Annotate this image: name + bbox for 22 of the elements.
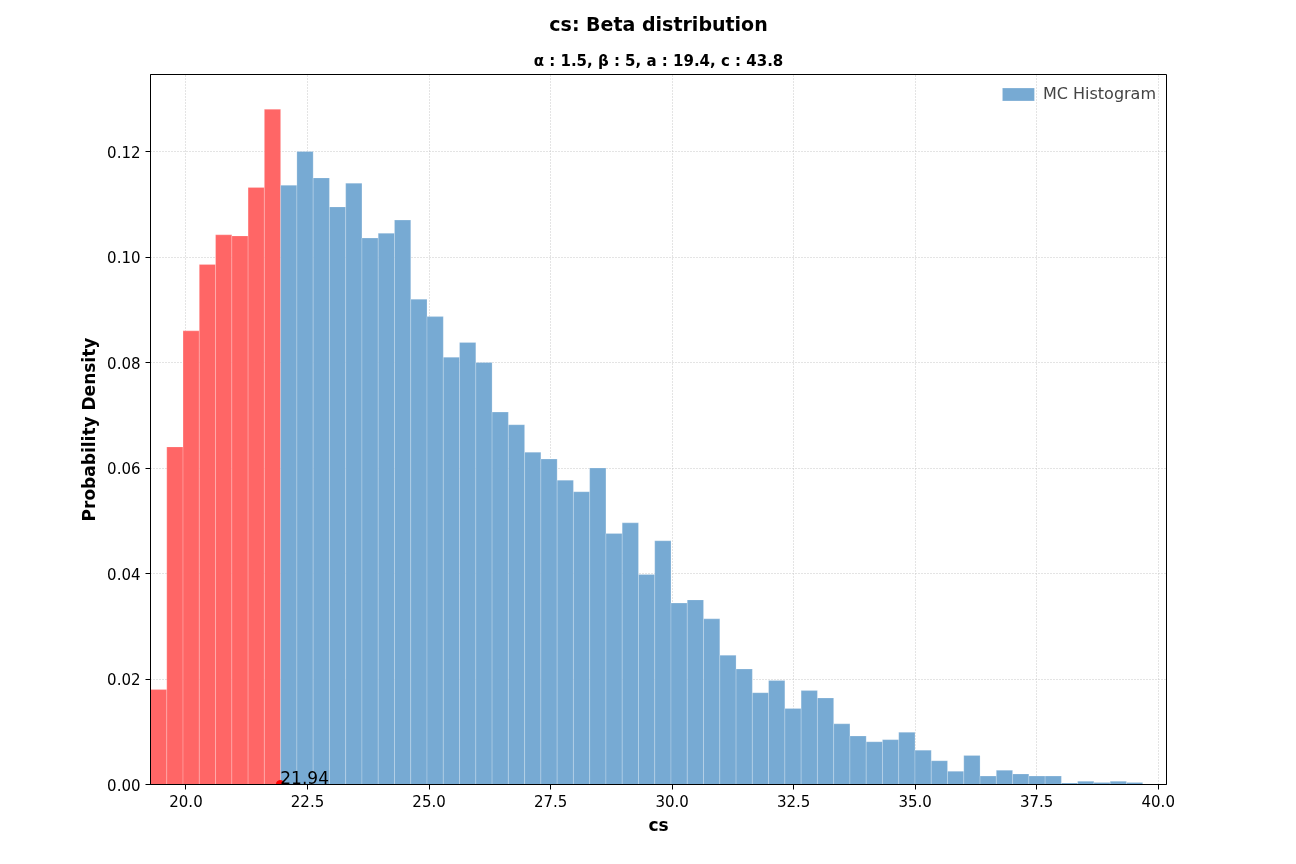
y-tick-label: 0.04 (107, 565, 141, 584)
annotation: 21.94 (280, 767, 329, 788)
x-tick-label: 27.5 (533, 792, 568, 811)
y-tick-label: 0.00 (107, 776, 141, 795)
x-tick-label: 35.0 (898, 792, 932, 811)
x-tick-label: 40.0 (1141, 792, 1175, 811)
y-tick-label: 0.10 (107, 249, 141, 268)
x-tick-label: 32.5 (776, 792, 811, 811)
chart-subtitle: α : 1.5, β : 5, a : 19.4, c : 43.8 (533, 51, 784, 70)
x-tick-label: 30.0 (655, 792, 689, 811)
x-tick-label: 37.5 (1020, 792, 1054, 811)
y-tick-label: 0.08 (107, 354, 141, 373)
x-tick-label: 20.0 (169, 792, 203, 811)
y-axis-title: Probability Density (79, 337, 100, 522)
chart-title: cs: Beta distribution (549, 12, 768, 35)
legend-label: MC Histogram (1042, 84, 1156, 103)
x-tick-label: 22.5 (290, 792, 325, 811)
y-tick-label: 0.06 (107, 460, 141, 479)
x-axis-title: cs (648, 814, 669, 835)
x-tick-label: 25.0 (412, 792, 446, 811)
y-tick-label: 0.02 (107, 671, 141, 689)
y-tick-label: 0.12 (107, 143, 141, 162)
